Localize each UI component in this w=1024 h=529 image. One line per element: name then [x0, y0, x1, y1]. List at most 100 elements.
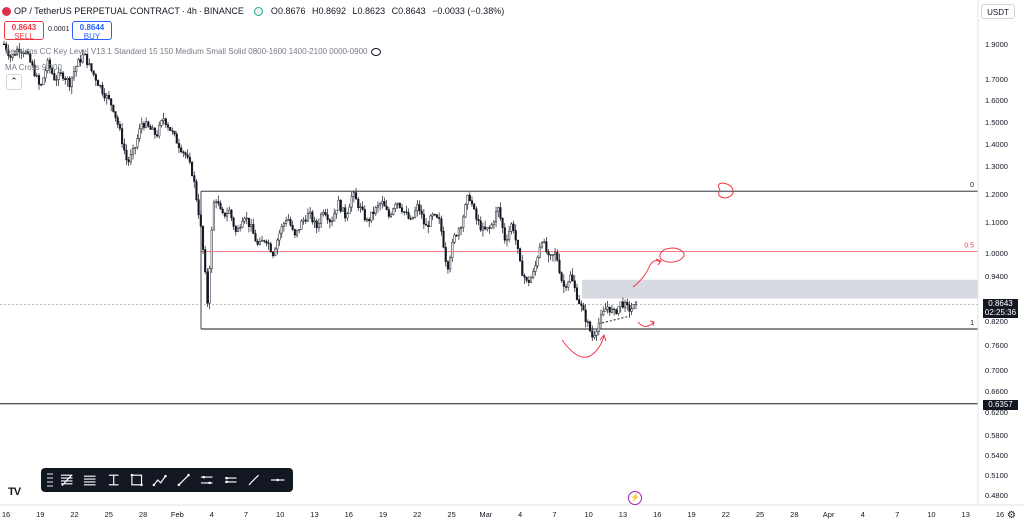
candle-body — [510, 223, 513, 232]
collapse-indicators-button[interactable]: ⌃ — [6, 74, 22, 90]
separator: · — [181, 6, 185, 16]
candle-body — [232, 217, 235, 227]
time-tick-label: 7 — [552, 510, 556, 519]
candle-body — [453, 234, 456, 243]
candle-body — [444, 247, 447, 262]
time-tick-label: 22 — [413, 510, 421, 519]
candle-body — [228, 209, 231, 214]
annotations — [561, 182, 734, 358]
indicator-sessions[interactable]: Sessions CC Key Level V13.1 Standard 15 … — [5, 47, 382, 56]
candle-body — [348, 206, 351, 214]
lightning-icon[interactable]: ⚡ — [628, 491, 642, 505]
candle-body — [81, 54, 84, 63]
candle-body — [182, 151, 185, 153]
candle-body — [125, 149, 128, 160]
candle-body — [564, 286, 568, 288]
parallel-channel-tool-icon[interactable] — [199, 472, 214, 488]
path-tool-icon[interactable] — [152, 472, 168, 488]
candle-body — [252, 224, 255, 234]
candle-body — [370, 211, 373, 222]
candle-body — [558, 259, 561, 273]
candle-body — [53, 73, 56, 81]
candle-body — [341, 207, 345, 212]
candle-body — [604, 308, 607, 312]
candle-body — [162, 118, 165, 121]
candle-body — [116, 117, 119, 125]
candle-body — [359, 206, 362, 209]
indicator-ma-cross[interactable]: MA Cross 9 200 — [5, 63, 62, 72]
candle-body — [365, 219, 369, 221]
candle-body — [94, 74, 97, 81]
close-label: C — [391, 6, 399, 16]
time-tick-label: 10 — [276, 510, 284, 519]
currency-select[interactable]: USDT — [981, 4, 1015, 19]
candle-body — [486, 227, 489, 230]
candle-body — [20, 51, 23, 53]
candle-body — [271, 251, 275, 256]
candle-body — [221, 208, 224, 214]
price-tick-label: 0.9400 — [985, 272, 1008, 281]
candle-body — [278, 232, 281, 241]
candle-body — [142, 123, 146, 128]
candle-body — [129, 154, 132, 163]
candle-body — [188, 156, 191, 163]
candle-body — [372, 211, 375, 214]
fib-retracement-tool-icon[interactable] — [59, 472, 74, 488]
candle-body — [171, 130, 174, 132]
gear-icon[interactable]: ⚙ — [1007, 510, 1016, 521]
candle-body — [219, 202, 222, 210]
trend-line-tool-icon[interactable] — [176, 472, 191, 488]
candle-body — [33, 64, 36, 77]
candle-body — [282, 223, 285, 227]
interval[interactable]: 4h — [186, 6, 197, 16]
horizontal-ray-tool-icon[interactable] — [223, 472, 238, 488]
candle-body — [197, 199, 200, 216]
candle-body — [403, 211, 406, 213]
last-price-tag: 0.8643 02:25:36 — [983, 299, 1018, 318]
sell-button[interactable]: 0.8643 SELL — [4, 21, 44, 41]
time-tick-label: 19 — [687, 510, 695, 519]
symbol-name[interactable]: OP / TetherUS PERPETUAL CONTRACT — [14, 6, 180, 16]
candle-body — [549, 254, 552, 256]
candle-body — [602, 311, 605, 316]
brush-tool-icon[interactable] — [246, 472, 261, 488]
candle-body — [492, 221, 495, 226]
candle-body — [64, 78, 67, 81]
candle-body — [35, 75, 38, 77]
candle-body — [606, 306, 609, 310]
candle-body — [586, 321, 589, 323]
drag-handle[interactable] — [47, 473, 53, 487]
sell-label: SELL — [14, 32, 34, 41]
text-tool-icon[interactable] — [106, 472, 121, 488]
candle-body — [51, 68, 54, 74]
candle-body — [521, 260, 524, 276]
candle-body — [562, 280, 565, 287]
candle-body — [112, 104, 115, 112]
tradingview-logo-icon[interactable]: TV — [8, 486, 21, 498]
candle-body — [438, 217, 441, 220]
drawing-toolbar[interactable] — [41, 468, 293, 492]
candle-body — [470, 200, 474, 205]
time-tick-label: 4 — [861, 510, 865, 519]
candle-body — [293, 229, 296, 236]
eye-icon[interactable] — [371, 47, 382, 56]
price-tick-label: 1.6000 — [985, 96, 1008, 105]
candle-body — [460, 227, 463, 230]
buy-button[interactable]: 0.8644 BUY — [72, 21, 112, 41]
candle-body — [285, 220, 288, 224]
candle-body — [529, 277, 533, 283]
horizontal-line-tool-icon[interactable] — [270, 472, 285, 488]
candle-body — [337, 199, 340, 211]
candle-body — [77, 59, 80, 67]
fib-extension-tool-icon[interactable] — [82, 472, 97, 488]
candle-body — [597, 322, 600, 332]
candle-body — [525, 276, 528, 281]
candle-body — [101, 84, 104, 94]
candle-body — [177, 143, 180, 149]
rectangle-tool-icon[interactable] — [129, 472, 144, 488]
price-tick-label: 0.4800 — [985, 491, 1008, 500]
candle-body — [236, 228, 240, 232]
candle-body — [387, 209, 390, 217]
